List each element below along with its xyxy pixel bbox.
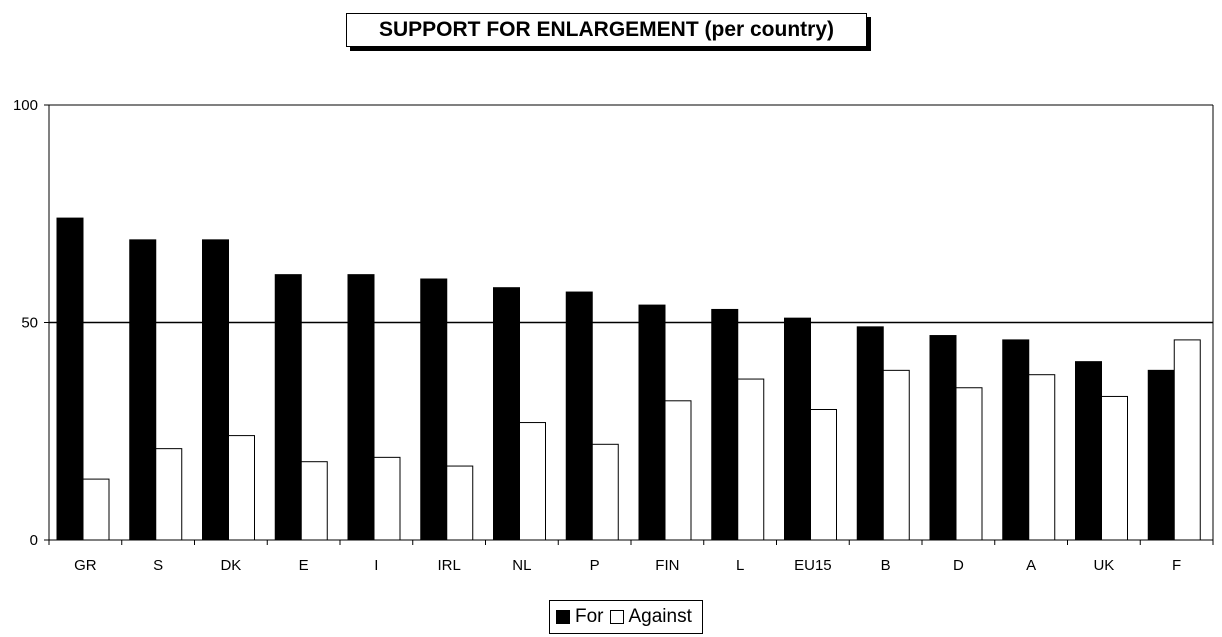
axes	[44, 104, 1214, 545]
x-tick-label: F	[1172, 557, 1181, 574]
x-tick-label: L	[736, 557, 744, 574]
chart-title: SUPPORT FOR ENLARGEMENT (per country)	[346, 13, 867, 47]
bar-for-d	[929, 335, 957, 541]
bars	[56, 217, 1201, 541]
bar-against-s	[155, 448, 183, 541]
bar-for-gr	[56, 217, 84, 541]
bar-for-eu15	[784, 317, 811, 541]
bar-against-p	[591, 443, 619, 541]
bar-against-uk	[1101, 395, 1128, 541]
y-tick-label: 50	[21, 315, 38, 332]
x-tick-label: IRL	[437, 557, 460, 574]
legend-item-against: Against	[609, 606, 692, 628]
x-tick-label: I	[374, 557, 378, 574]
bar-for-a	[1002, 339, 1030, 541]
bar-for-l	[711, 308, 739, 541]
bar-against-a	[1028, 374, 1056, 541]
bar-against-dk	[228, 435, 255, 541]
bar-against-l	[737, 378, 765, 541]
x-tick-label: D	[953, 557, 964, 574]
legend-label-against: Against	[628, 606, 692, 627]
y-tick-label: 0	[30, 532, 38, 549]
bar-for-f	[1147, 369, 1175, 541]
legend: For Against	[549, 600, 703, 634]
x-tick-label: E	[299, 557, 309, 574]
bar-against-f	[1173, 339, 1201, 541]
bar-against-fin	[664, 400, 692, 541]
x-tick-label: B	[881, 557, 891, 574]
x-tick-label: UK	[1093, 557, 1114, 574]
bar-for-p	[565, 291, 593, 541]
x-tick-label: DK	[220, 557, 241, 574]
x-tick-label: S	[153, 557, 163, 574]
x-tick-label: EU15	[794, 557, 832, 574]
bar-against-irl	[446, 465, 474, 541]
bar-for-s	[129, 239, 157, 541]
tick-labels: GR S DK E I IRL NL P FIN L EU15 B D A UK F 0 50 100	[13, 97, 1181, 574]
legend-swatch-against	[609, 610, 624, 624]
bar-for-i	[347, 274, 375, 541]
bar-for-irl	[420, 278, 448, 541]
bar-against-i	[373, 456, 401, 541]
bar-against-eu15	[810, 409, 837, 541]
legend-swatch-for	[556, 610, 570, 624]
x-tick-label: GR	[74, 557, 97, 574]
x-tick-label: NL	[512, 557, 531, 574]
bar-against-e	[300, 461, 328, 541]
legend-item-for: For	[556, 606, 604, 628]
y-tick-label: 100	[13, 97, 38, 114]
bar-against-b	[882, 369, 910, 541]
bar-against-d	[955, 387, 983, 541]
bar-for-uk	[1075, 361, 1102, 541]
bar-for-e	[274, 274, 302, 541]
x-tick-label: FIN	[655, 557, 679, 574]
bar-for-b	[856, 326, 884, 541]
bar-for-fin	[638, 304, 666, 541]
legend-label-for: For	[575, 606, 604, 627]
bar-for-nl	[493, 287, 520, 541]
gridlines	[49, 104, 1214, 540]
bar-against-nl	[519, 422, 546, 541]
x-tick-label: P	[590, 557, 600, 574]
bar-for-dk	[202, 239, 229, 541]
bar-against-gr	[82, 478, 110, 541]
x-tick-label: A	[1026, 557, 1036, 574]
